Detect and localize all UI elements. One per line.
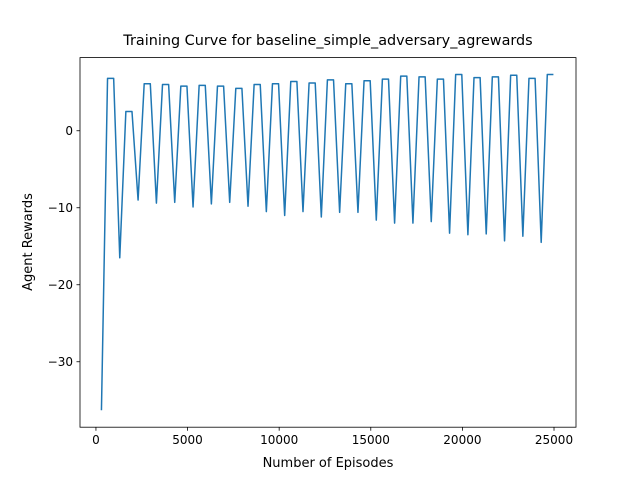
y-tick-label: −20 (48, 278, 73, 292)
y-tick-label: 0 (65, 124, 73, 138)
x-tick-label: 20000 (443, 433, 481, 447)
y-tick-label: −30 (48, 355, 73, 369)
x-tick-label: 15000 (352, 433, 390, 447)
x-tick-label: 10000 (260, 433, 298, 447)
plot-frame (79, 57, 577, 428)
y-axis-label: Agent Rewards (21, 193, 36, 291)
x-tick-label: 0 (92, 433, 100, 447)
x-axis-label: Number of Episodes (263, 456, 394, 471)
x-tick-label: 5000 (172, 433, 203, 447)
x-tick-label: 25000 (535, 433, 573, 447)
line-series (100, 73, 554, 411)
chart-title: Training Curve for baseline_simple_adver… (122, 33, 532, 49)
y-tick-label: −10 (48, 201, 73, 215)
